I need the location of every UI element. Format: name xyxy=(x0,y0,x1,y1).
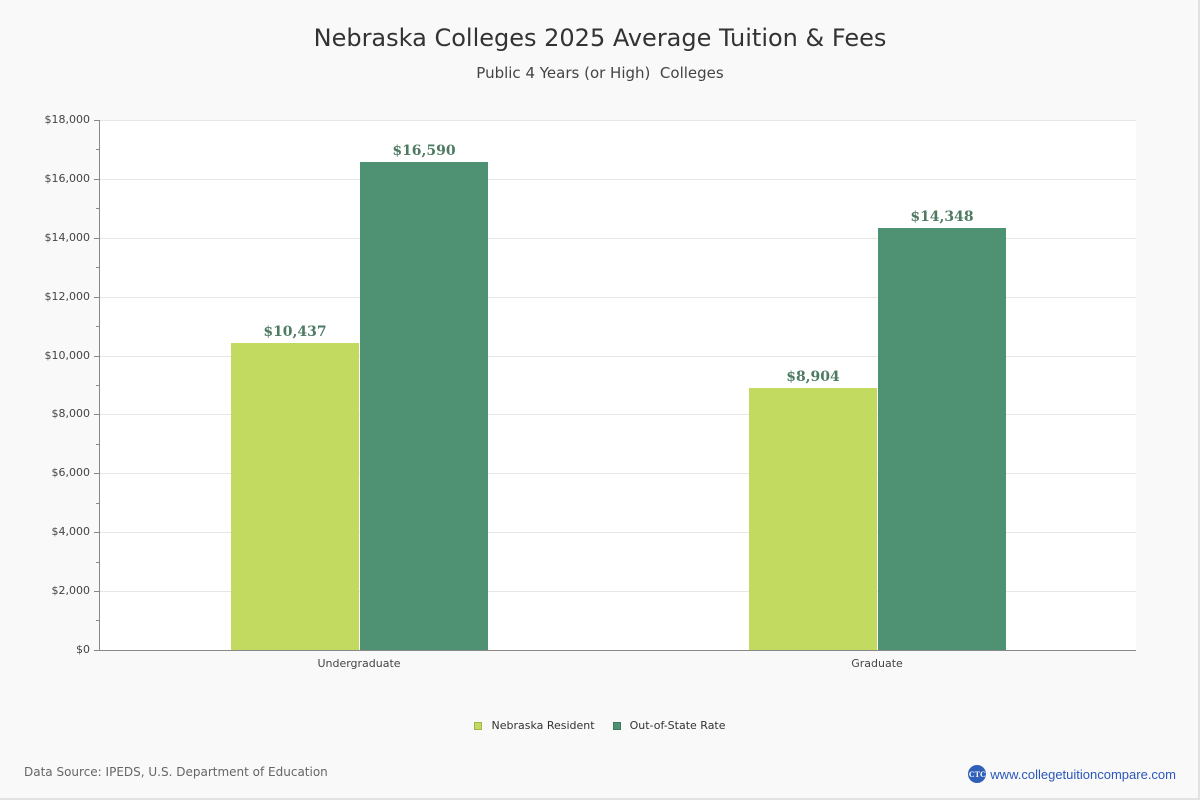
y-tick xyxy=(94,120,99,121)
gridline xyxy=(100,473,1136,474)
y-tick xyxy=(94,356,99,357)
x-tick-label-undergraduate: Undergraduate xyxy=(317,657,401,670)
y-tick-label: $10,000 xyxy=(44,349,91,362)
y-tick xyxy=(94,238,99,239)
y-tick-label: $16,000 xyxy=(44,172,91,185)
gridline xyxy=(100,179,1136,180)
y-tick-minor xyxy=(96,503,99,504)
resident-swatch-icon xyxy=(474,721,483,730)
y-tick xyxy=(94,414,99,415)
chart-subtitle: Public 4 Years (or High) Colleges xyxy=(476,64,724,82)
gridline xyxy=(100,414,1136,415)
ctc-logo-icon: CTC xyxy=(968,765,987,783)
y-tick xyxy=(94,473,99,474)
y-tick-minor xyxy=(96,562,99,563)
y-tick-label: $6,000 xyxy=(51,466,91,479)
bar-value-label: $10,437 xyxy=(263,324,327,340)
bar-grad-resident[interactable] xyxy=(749,388,877,650)
gridline xyxy=(100,532,1136,533)
y-tick-label: $14,000 xyxy=(44,231,91,244)
y-tick-label: $12,000 xyxy=(44,290,91,303)
legend-item-out-of-state[interactable]: Out-of-State Rate xyxy=(612,719,726,732)
gridline xyxy=(100,238,1136,239)
gridline xyxy=(100,591,1136,592)
y-tick-label: $8,000 xyxy=(51,407,91,420)
y-tick xyxy=(94,591,99,592)
bar-undergrad-out-of-state[interactable] xyxy=(360,162,488,650)
x-tick-label-graduate: Graduate xyxy=(851,657,903,670)
data-source: Data Source: IPEDS, U.S. Department of E… xyxy=(24,765,328,779)
out-of-state-swatch-icon xyxy=(612,721,621,730)
bar-grad-out-of-state[interactable] xyxy=(878,228,1006,650)
y-tick-minor xyxy=(96,620,99,621)
y-tick-label: $2,000 xyxy=(51,584,91,597)
gridline xyxy=(100,120,1136,121)
y-axis xyxy=(99,120,100,651)
y-tick xyxy=(94,532,99,533)
y-tick-minor xyxy=(96,208,99,209)
bar-value-label: $8,904 xyxy=(786,369,840,385)
y-tick-minor xyxy=(96,385,99,386)
legend-label: Nebraska Resident xyxy=(491,719,595,732)
legend: Nebraska Resident Out-of-State Rate xyxy=(0,719,1200,732)
website-link[interactable]: CTC www.collegetuitioncompare.com xyxy=(968,765,1176,783)
x-axis xyxy=(99,650,1136,651)
legend-item-resident[interactable]: Nebraska Resident xyxy=(474,719,595,732)
y-tick-label: $18,000 xyxy=(44,113,91,126)
bar-value-label: $14,348 xyxy=(910,209,974,225)
bar-value-label: $16,590 xyxy=(392,143,456,159)
y-tick-label: $0 xyxy=(76,643,90,656)
gridline xyxy=(100,297,1136,298)
y-tick xyxy=(94,650,99,651)
y-tick-minor xyxy=(96,326,99,327)
website-url: www.collegetuitioncompare.com xyxy=(990,766,1176,782)
y-tick-label: $4,000 xyxy=(51,525,91,538)
legend-label: Out-of-State Rate xyxy=(629,719,726,732)
y-tick-minor xyxy=(96,149,99,150)
y-tick-minor xyxy=(96,444,99,445)
y-tick-minor xyxy=(96,267,99,268)
y-tick xyxy=(94,179,99,180)
y-tick xyxy=(94,297,99,298)
gridline xyxy=(100,356,1136,357)
chart-title: Nebraska Colleges 2025 Average Tuition &… xyxy=(313,24,887,52)
bar-undergrad-resident[interactable] xyxy=(231,343,359,650)
